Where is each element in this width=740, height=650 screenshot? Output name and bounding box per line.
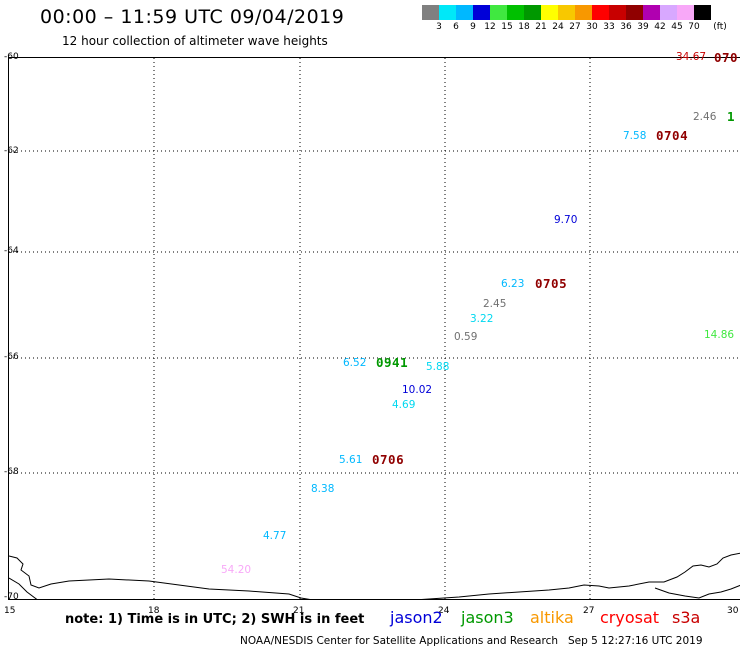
wave-height-label: 6.52 (343, 357, 367, 369)
legend-swatch (456, 5, 473, 20)
track-time-label: 0705 (535, 276, 568, 291)
wave-height-label: 4.77 (263, 530, 287, 542)
legend-swatch (609, 5, 626, 20)
wave-height-label: 0.59 (454, 331, 478, 343)
map-graphics (9, 58, 740, 599)
legend-label: 70 (688, 22, 700, 32)
legend-swatch (439, 5, 456, 20)
legend-label: 15 (501, 22, 513, 32)
lon-label: 18 (148, 606, 160, 616)
legend-swatch (507, 5, 524, 20)
lon-label: 30 (727, 606, 739, 616)
wave-height-label: 10.02 (402, 384, 433, 396)
legend-swatch (694, 5, 711, 20)
lon-label: 27 (583, 606, 595, 616)
wave-height-label: 7.58 (623, 130, 647, 142)
legend-label: 36 (620, 22, 632, 32)
legend-swatch (558, 5, 575, 20)
wave-height-label: 5.61 (339, 454, 363, 466)
legend-label: 21 (535, 22, 547, 32)
wave-height-label: 9.70 (554, 214, 578, 226)
legend-swatch (575, 5, 592, 20)
lat-label: -68 (4, 467, 19, 477)
legend-label: 27 (569, 22, 581, 32)
wave-height-label: 6.23 (501, 278, 525, 290)
lat-label: -60 (4, 52, 19, 62)
wave-height-label: 34.67 (676, 51, 707, 63)
wave-height-label: 8.38 (311, 483, 335, 495)
legend-swatch (541, 5, 558, 20)
coastline-shelf (9, 577, 740, 599)
lat-label: -70 (4, 592, 19, 602)
credit-text: NOAA/NESDIS Center for Satellite Applica… (240, 635, 558, 647)
lat-label: -62 (4, 146, 19, 156)
coastline (9, 552, 740, 599)
satellite-s3a-label: s3a (672, 608, 701, 627)
chart-title: 00:00 – 11:59 UTC 09/04/2019 (40, 6, 345, 28)
legend-label: 12 (484, 22, 496, 32)
satellite-altika-label: altika (530, 608, 574, 627)
color-legend (422, 5, 711, 20)
wave-height-label: 2.46 (693, 111, 717, 123)
wave-height-label: 2.45 (483, 298, 507, 310)
track-time-label: 0706 (372, 452, 405, 467)
satellite-jason3-label: jason3 (461, 608, 514, 627)
legend-label: 33 (603, 22, 615, 32)
lat-label: -64 (4, 246, 19, 256)
legend-swatch (473, 5, 490, 20)
legend-label: 9 (470, 22, 476, 32)
legend-label: 39 (637, 22, 649, 32)
wave-height-label: 5.88 (426, 361, 450, 373)
generated-timestamp: Sep 5 12:27:16 UTC 2019 (568, 635, 703, 647)
credit-line: NOAA/NESDIS Center for Satellite Applica… (240, 635, 703, 647)
track-time-label: 070 (714, 50, 739, 65)
legend-swatch (592, 5, 609, 20)
legend-label: 6 (453, 22, 459, 32)
wave-height-label: 4.69 (392, 399, 416, 411)
map-area (8, 57, 740, 600)
legend-label: 30 (586, 22, 598, 32)
legend-swatch (626, 5, 643, 20)
lon-label: 15 (4, 606, 16, 616)
wave-height-label: 3.22 (470, 313, 494, 325)
legend-swatch (643, 5, 660, 20)
legend-swatch (490, 5, 507, 20)
legend-label: 18 (518, 22, 530, 32)
lat-label: -66 (4, 352, 19, 362)
lon-label: 24 (438, 606, 450, 616)
satellite-jason2-label: jason2 (390, 608, 443, 627)
longitude-gridlines (153, 58, 591, 599)
legend-swatch (524, 5, 541, 20)
legend-label: 24 (552, 22, 564, 32)
legend-swatch (677, 5, 694, 20)
wave-height-label: 14.86 (704, 329, 735, 341)
wave-height-label: 54.20 (221, 564, 252, 576)
chart-subtitle: 12 hour collection of altimeter wave hei… (62, 34, 328, 48)
track-time-label: 0704 (656, 128, 689, 143)
legend-swatch (660, 5, 677, 20)
track-time-label: 0941 (376, 355, 409, 370)
latitude-gridlines (9, 150, 740, 474)
legend-label: 45 (671, 22, 683, 32)
legend-label: 3 (436, 22, 442, 32)
lon-label: 21 (293, 606, 305, 616)
satellite-cryosat-label: cryosat (600, 608, 660, 627)
legend-unit: (ft) (713, 22, 727, 32)
legend-swatch (422, 5, 439, 20)
track-time-label: 1 (727, 109, 736, 124)
legend-label: 42 (654, 22, 666, 32)
footnote: note: 1) Time is in UTC; 2) SWH is in fe… (65, 612, 365, 627)
